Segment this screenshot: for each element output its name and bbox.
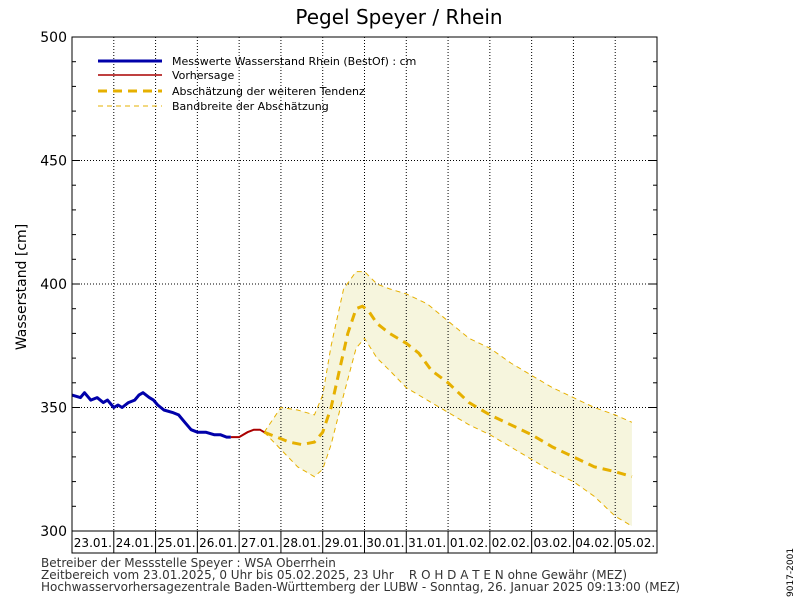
date-label-3: 26.01. [199, 536, 237, 550]
chart-title: Pegel Speyer / Rhein [295, 5, 502, 29]
forecast-line [230, 428, 265, 439]
y-axis-label: Wasserstand [cm] [14, 224, 30, 350]
series-layer [71, 271, 633, 527]
grid-layer [72, 37, 657, 531]
side-code: 9017-2001 [786, 543, 798, 597]
legend-forecast-label: Vorhersage [172, 69, 234, 82]
axis-layer: 300 350 400 450 500 23.01. 24.01. 25.01. 26.01. 2… [40, 30, 658, 554]
y-tick-label-450: 450 [40, 154, 67, 170]
date-label-0: 23.01. [74, 536, 112, 550]
y-tick-label-350: 350 [40, 401, 67, 417]
date-label-8: 31.01. [408, 536, 446, 550]
date-label-6: 29.01. [325, 536, 363, 550]
side-code-text: 9017-2001 [786, 547, 796, 597]
footer-time-range: Zeitbereich vom 23.01.2025, 0 Uhr bis 05… [41, 568, 628, 582]
y-tick-label-400: 400 [40, 277, 67, 293]
date-label-9: 01.02. [450, 536, 488, 550]
band-upper-line [263, 271, 633, 433]
y-tick-label-300: 300 [40, 524, 67, 540]
date-label-13: 05.02. [617, 536, 655, 550]
date-label-5: 28.01. [283, 536, 321, 550]
legend: Messwerte Wasserstand Rhein (BestOf) : c… [98, 55, 416, 113]
band-fill [264, 271, 632, 527]
band-lower-line [263, 337, 633, 527]
legend-measured-label: Messwerte Wasserstand Rhein (BestOf) : c… [172, 55, 416, 68]
footer-center: Hochwasservorhersagezentrale Baden-Württ… [41, 580, 681, 594]
y-tick-label-500: 500 [40, 30, 67, 46]
footer-operator: Betreiber der Messstelle Speyer : WSA Ob… [41, 556, 336, 570]
measured-line [71, 391, 231, 439]
legend-tendency-label: Abschätzung der weiteren Tendenz [172, 85, 365, 98]
date-label-1: 24.01. [116, 536, 154, 550]
band-layer [264, 271, 632, 527]
date-label-12: 04.02. [575, 536, 613, 550]
date-label-2: 25.01. [157, 536, 195, 550]
date-label-4: 27.01. [241, 536, 279, 550]
date-label-7: 30.01. [366, 536, 404, 550]
date-label-10: 02.02. [492, 536, 530, 550]
date-label-11: 03.02. [533, 536, 571, 550]
legend-band-label: Bandbreite der Abschätzung [172, 100, 329, 113]
